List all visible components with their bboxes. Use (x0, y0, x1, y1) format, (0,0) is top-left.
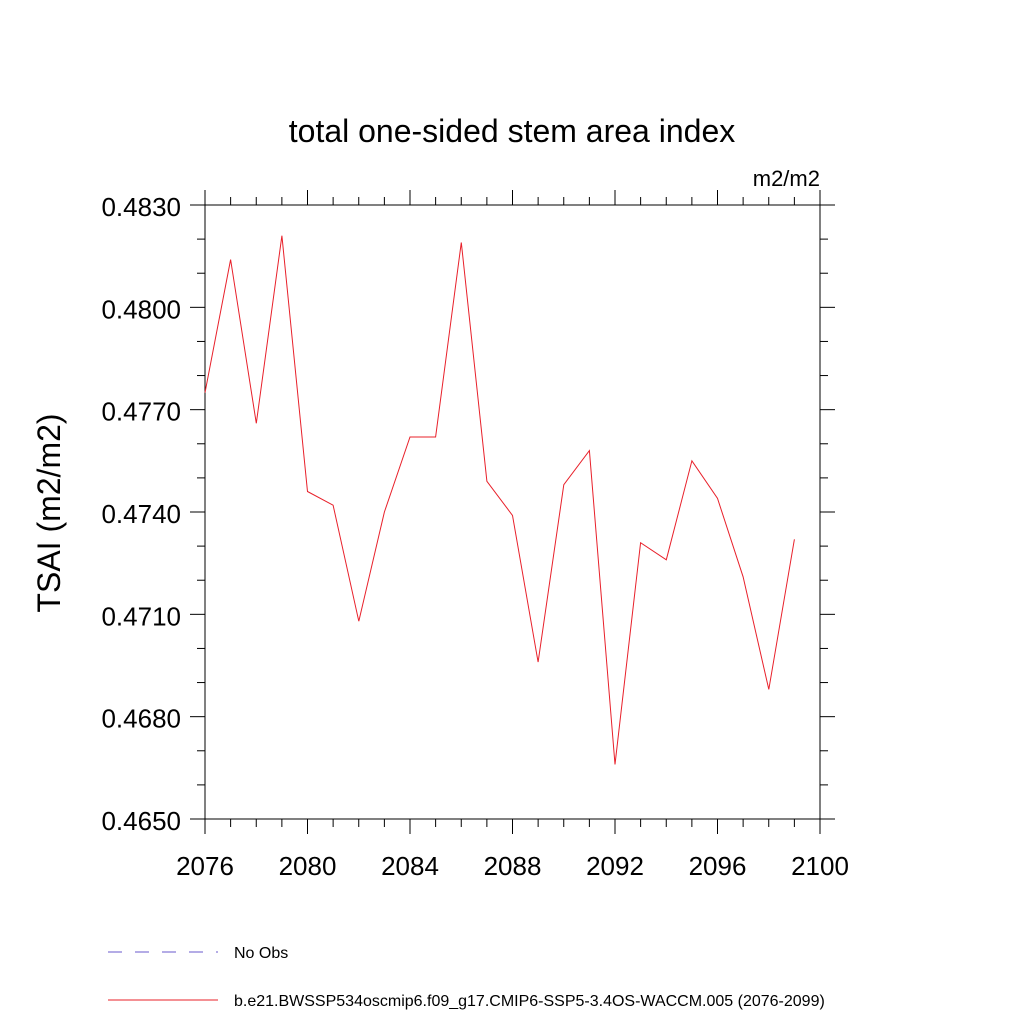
y-tick-label: 0.4680 (101, 704, 181, 734)
legend-label: No Obs (234, 945, 288, 962)
chart-title: total one-sided stem area index (289, 113, 735, 149)
x-tick-label: 2088 (484, 851, 542, 881)
series-layer (204, 235, 795, 765)
x-tick-label: 2084 (381, 851, 439, 881)
units-label: m2/m2 (753, 166, 820, 191)
x-tick-label: 2076 (176, 851, 234, 881)
x-tick-label: 2100 (791, 851, 849, 881)
series-line (204, 235, 795, 765)
legend-label: b.e21.BWSSP534oscmip6.f09_g17.CMIP6-SSP5… (234, 993, 825, 1010)
axis-ticks (190, 190, 835, 834)
y-tick-label: 0.4800 (101, 294, 181, 324)
y-axis-label: TSAI (m2/m2) (31, 413, 67, 612)
x-tick-label: 2080 (279, 851, 337, 881)
y-tick-label: 0.4650 (101, 806, 181, 836)
y-tick-label: 0.4740 (101, 499, 181, 529)
axis-tick-labels: 0.4650 0.4680 0.4710 0.4740 0.4770 0.4800 0.48… (101, 192, 848, 881)
legend: No Obs b.e21.BWSSP534oscmip6.f09_g17.CMIP… (108, 945, 825, 1010)
y-tick-label: 0.4770 (101, 397, 181, 427)
y-tick-label: 0.4830 (101, 192, 181, 222)
x-tick-label: 2096 (689, 851, 747, 881)
x-tick-label: 2092 (586, 851, 644, 881)
y-tick-label: 0.4710 (101, 601, 181, 631)
plot-frame (204, 204, 821, 820)
